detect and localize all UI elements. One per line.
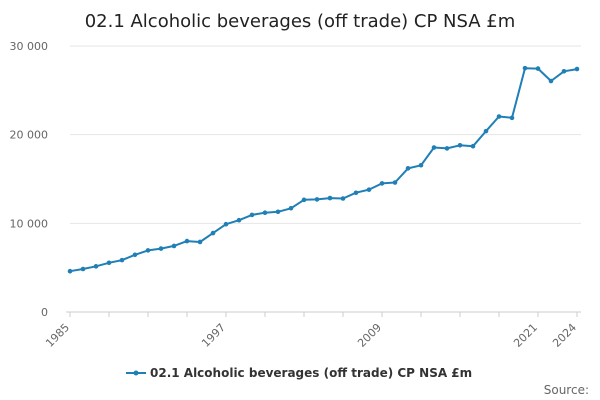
- data-point[interactable]: [470, 143, 476, 149]
- data-point[interactable]: [522, 65, 528, 71]
- data-point[interactable]: [457, 143, 463, 148]
- data-point[interactable]: [249, 212, 255, 218]
- data-point[interactable]: [561, 68, 567, 74]
- x-tick-label: 1985: [43, 321, 72, 350]
- data-point[interactable]: [327, 195, 333, 201]
- data-point[interactable]: [314, 197, 320, 202]
- data-point[interactable]: [184, 238, 190, 244]
- data-point[interactable]: [366, 187, 372, 192]
- data-point[interactable]: [574, 66, 580, 72]
- data-point[interactable]: [483, 128, 489, 134]
- y-axis-ticks: 0 10 000 20 000 30 000: [10, 40, 49, 319]
- data-point[interactable]: [288, 205, 294, 211]
- data-point[interactable]: [444, 146, 450, 151]
- data-point[interactable]: [93, 264, 99, 269]
- series-line: [69, 67, 578, 273]
- data-point[interactable]: [275, 209, 281, 215]
- legend-marker-swatch: [133, 370, 139, 376]
- legend-label: 02.1 Alcoholic beverages (off trade) CP …: [150, 366, 472, 380]
- data-point[interactable]: [80, 266, 86, 272]
- chart-title: 02.1 Alcoholic beverages (off trade) CP …: [85, 11, 516, 32]
- data-point[interactable]: [210, 230, 216, 236]
- x-tick-label: 1997: [199, 321, 228, 350]
- legend[interactable]: 02.1 Alcoholic beverages (off trade) CP …: [126, 366, 472, 380]
- data-point[interactable]: [236, 217, 242, 223]
- data-point[interactable]: [106, 260, 112, 266]
- data-point[interactable]: [509, 115, 515, 121]
- data-point[interactable]: [197, 239, 203, 245]
- data-point[interactable]: [223, 221, 229, 227]
- source-label: Source:: [544, 383, 589, 397]
- data-point[interactable]: [145, 248, 151, 253]
- y-tick-label: 20 000: [10, 129, 49, 142]
- data-point[interactable]: [340, 196, 346, 201]
- data-point[interactable]: [431, 145, 437, 150]
- x-tick-label: 2024: [550, 321, 579, 350]
- data-point[interactable]: [67, 268, 73, 274]
- y-tick-label: 10 000: [10, 217, 49, 230]
- series-layer: [67, 65, 580, 274]
- data-point[interactable]: [119, 257, 125, 263]
- data-point[interactable]: [353, 190, 359, 196]
- data-point[interactable]: [132, 252, 138, 258]
- data-point[interactable]: [418, 162, 424, 168]
- data-point[interactable]: [301, 197, 307, 203]
- data-point[interactable]: [392, 180, 398, 185]
- data-point[interactable]: [262, 210, 268, 215]
- data-point[interactable]: [548, 78, 554, 84]
- data-point[interactable]: [379, 181, 385, 186]
- x-tick-label: 2021: [511, 321, 540, 350]
- y-tick-label: 30 000: [10, 40, 49, 53]
- data-point[interactable]: [496, 114, 502, 119]
- x-axis: 1985 1997 2009 2021 2024: [43, 311, 581, 350]
- y-tick-label: 0: [41, 306, 48, 319]
- data-point[interactable]: [158, 246, 164, 251]
- data-point[interactable]: [405, 166, 411, 171]
- data-point[interactable]: [171, 243, 177, 249]
- x-tick-label: 2009: [355, 321, 384, 350]
- gridlines: [70, 45, 581, 313]
- data-point[interactable]: [535, 66, 541, 71]
